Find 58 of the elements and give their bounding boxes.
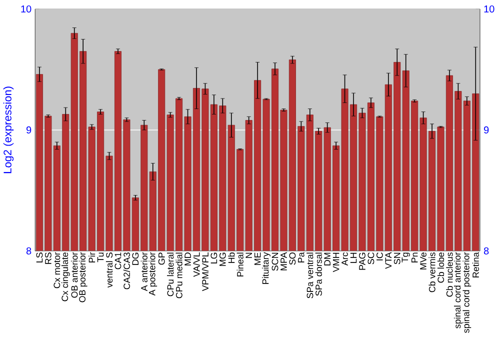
x-tick-label: SPa dorsal bbox=[315, 252, 322, 296]
x-tick-label: LH bbox=[350, 252, 357, 263]
x-tick-label: A anterior bbox=[140, 252, 148, 292]
x-tick-label: Hb bbox=[228, 252, 235, 263]
y-tick-label: 8 bbox=[26, 247, 32, 255]
x-tick-label: MPA bbox=[280, 252, 287, 270]
x-tick-label: MG bbox=[219, 252, 226, 266]
x-tick-label: IC bbox=[376, 252, 383, 260]
x-tick-label: Tg bbox=[402, 252, 410, 262]
x-tick-label: Cb vermis bbox=[428, 252, 436, 292]
x-tick-label: Tu bbox=[97, 252, 104, 262]
x-tick-label: CPu lateral bbox=[167, 252, 174, 296]
x-tick-label: SC bbox=[368, 252, 374, 264]
x-tick-label: Pituitary bbox=[262, 252, 270, 284]
x-tick-label: Retina bbox=[472, 252, 479, 278]
x-tick-label: VTA bbox=[385, 252, 392, 269]
x-tick-label: ME bbox=[254, 252, 261, 265]
x-tick-label: CA1 bbox=[114, 252, 122, 270]
x-tick-label: Cx motor bbox=[54, 252, 60, 288]
x-tick-label: spinal cord anterior bbox=[454, 252, 462, 328]
x-tick-label: Pineal bbox=[236, 252, 244, 276]
x-tick-label: N bbox=[246, 252, 252, 258]
x-tick-label: MD bbox=[184, 252, 191, 266]
x-tick-label: spinal cord posterior bbox=[462, 252, 472, 333]
x-tick-label: VA/VL bbox=[193, 252, 200, 277]
x-tick-label: SN bbox=[394, 252, 400, 264]
x-tick-label: DM bbox=[324, 252, 330, 266]
x-tick-label: ventral S bbox=[106, 252, 113, 288]
x-tick-label: DG bbox=[132, 252, 139, 265]
x-tick-label: GP bbox=[158, 252, 165, 265]
x-tick-label: OB anterior bbox=[71, 252, 78, 298]
y2-tick-label: 9 bbox=[484, 126, 489, 134]
x-tick-label: OB posterior bbox=[78, 252, 88, 302]
x-tick-label: RS bbox=[45, 252, 52, 264]
x-tick-label: VMH bbox=[332, 252, 340, 272]
x-tick-label: Pn bbox=[411, 252, 418, 262]
y-axis-title: Log2 (expression) bbox=[3, 86, 14, 174]
x-tick-label: CPu medial bbox=[176, 252, 182, 298]
x-tick-label: LG bbox=[210, 252, 218, 264]
x-tick-label: Cx cingulate bbox=[61, 252, 70, 302]
x-tick-label: Cb nucleus bbox=[446, 252, 453, 297]
y-tick-label: 10 bbox=[21, 6, 32, 13]
y2-tick-label: 10 bbox=[484, 6, 494, 13]
x-tick-label: Arc bbox=[342, 252, 348, 266]
x-tick-label: Pir bbox=[88, 252, 96, 262]
x-tick-label: SCN bbox=[272, 252, 278, 271]
x-tick-label: SO bbox=[289, 252, 296, 265]
x-tick-label: LS bbox=[36, 252, 43, 262]
x-tick-label: CA2/CA3 bbox=[123, 252, 130, 290]
x-tick-label: VPM/VPL bbox=[202, 252, 209, 292]
x-tick-label: SPa ventral bbox=[306, 252, 314, 298]
x-tick-label: Pa bbox=[298, 252, 304, 262]
x-tick-label: Cb lobe bbox=[437, 252, 444, 283]
x-tick-label: MVe bbox=[420, 252, 426, 270]
y2-tick-label: 8 bbox=[484, 247, 489, 255]
y-tick-label: 9 bbox=[26, 126, 32, 134]
x-tick-label: PAG bbox=[359, 252, 366, 270]
x-tick-label: A posterior bbox=[148, 252, 158, 296]
